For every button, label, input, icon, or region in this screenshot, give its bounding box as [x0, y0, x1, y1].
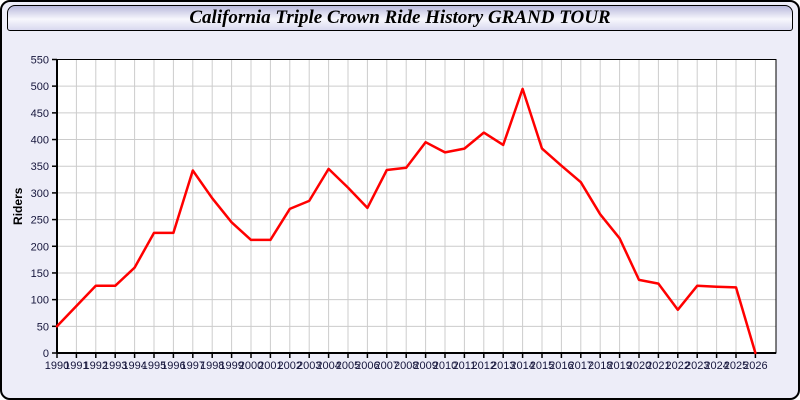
x-tick-label: 2024 [704, 360, 728, 372]
x-tick-label: 2002 [278, 360, 302, 372]
x-tick-label: 1990 [45, 360, 69, 372]
x-tick-label: 2015 [530, 360, 554, 372]
x-tick-label: 1991 [64, 360, 88, 372]
x-tick-label: 2005 [336, 360, 360, 372]
x-tick-label: 2017 [569, 360, 593, 372]
y-axis-label: Riders [11, 187, 25, 225]
x-tick-label: 1997 [181, 360, 205, 372]
chart-area: 1990 1991 1992 1993 1994 1995 1996 1997 1998 1999… [2, 32, 798, 398]
x-tick-label: 2016 [549, 360, 573, 372]
x-tick-label: 2006 [355, 360, 379, 372]
y-tick-label: 0 [43, 348, 49, 360]
x-tick-label: 1995 [142, 360, 166, 372]
x-tick-label: 2004 [316, 360, 340, 372]
x-tick-label: 1996 [161, 360, 185, 372]
x-tick-label: 2009 [413, 360, 437, 372]
y-tick-label: 500 [31, 81, 49, 93]
y-tick-label: 150 [31, 268, 49, 280]
y-tick-label: 100 [31, 295, 49, 307]
x-tick-label: 2003 [297, 360, 321, 372]
x-tick-label: 2023 [685, 360, 709, 372]
y-tick-label: 300 [31, 188, 49, 200]
x-tick-label: 1999 [219, 360, 243, 372]
y-tick-label: 250 [31, 215, 49, 227]
x-tick-label: 2001 [258, 360, 282, 372]
plot-background [57, 59, 776, 353]
x-tick-label: 2011 [453, 360, 477, 372]
x-tick-label: 2000 [239, 360, 263, 372]
x-tick-label: 2022 [666, 360, 690, 372]
y-tick-label: 200 [31, 241, 49, 253]
y-tick-label: 400 [31, 135, 49, 147]
y-tick-label: 450 [31, 108, 49, 120]
x-tick-label: 2012 [472, 360, 496, 372]
page-title: California Triple Crown Ride History GRA… [189, 7, 611, 28]
y-tick-label: 350 [31, 161, 49, 173]
x-tick-label: 2013 [491, 360, 515, 372]
y-tick-label: 50 [37, 321, 49, 333]
title-bar: California Triple Crown Ride History GRA… [7, 5, 793, 31]
x-tick-label: 2020 [627, 360, 651, 372]
x-tick-label: 1992 [84, 360, 108, 372]
x-tick-label: 2010 [433, 360, 457, 372]
riders-line [55, 87, 757, 355]
x-tick-label: 2021 [646, 360, 670, 372]
x-tick-label: 1994 [122, 360, 146, 372]
x-tick-label: 2014 [510, 360, 534, 372]
x-tick-label: 2008 [394, 360, 418, 372]
x-tick-label: 2007 [375, 360, 399, 372]
x-tick-label: 1998 [200, 360, 224, 372]
x-tick-label: 2026 [743, 360, 767, 372]
riders-line-chart: 1990199119921993199419951996199719981999… [11, 55, 777, 372]
x-tick-label: 2018 [588, 360, 612, 372]
x-tick-label: 2019 [607, 360, 631, 372]
x-tick-label: 1993 [103, 360, 127, 372]
y-tick-label: 550 [31, 55, 49, 67]
x-tick-label: 2025 [724, 360, 748, 372]
